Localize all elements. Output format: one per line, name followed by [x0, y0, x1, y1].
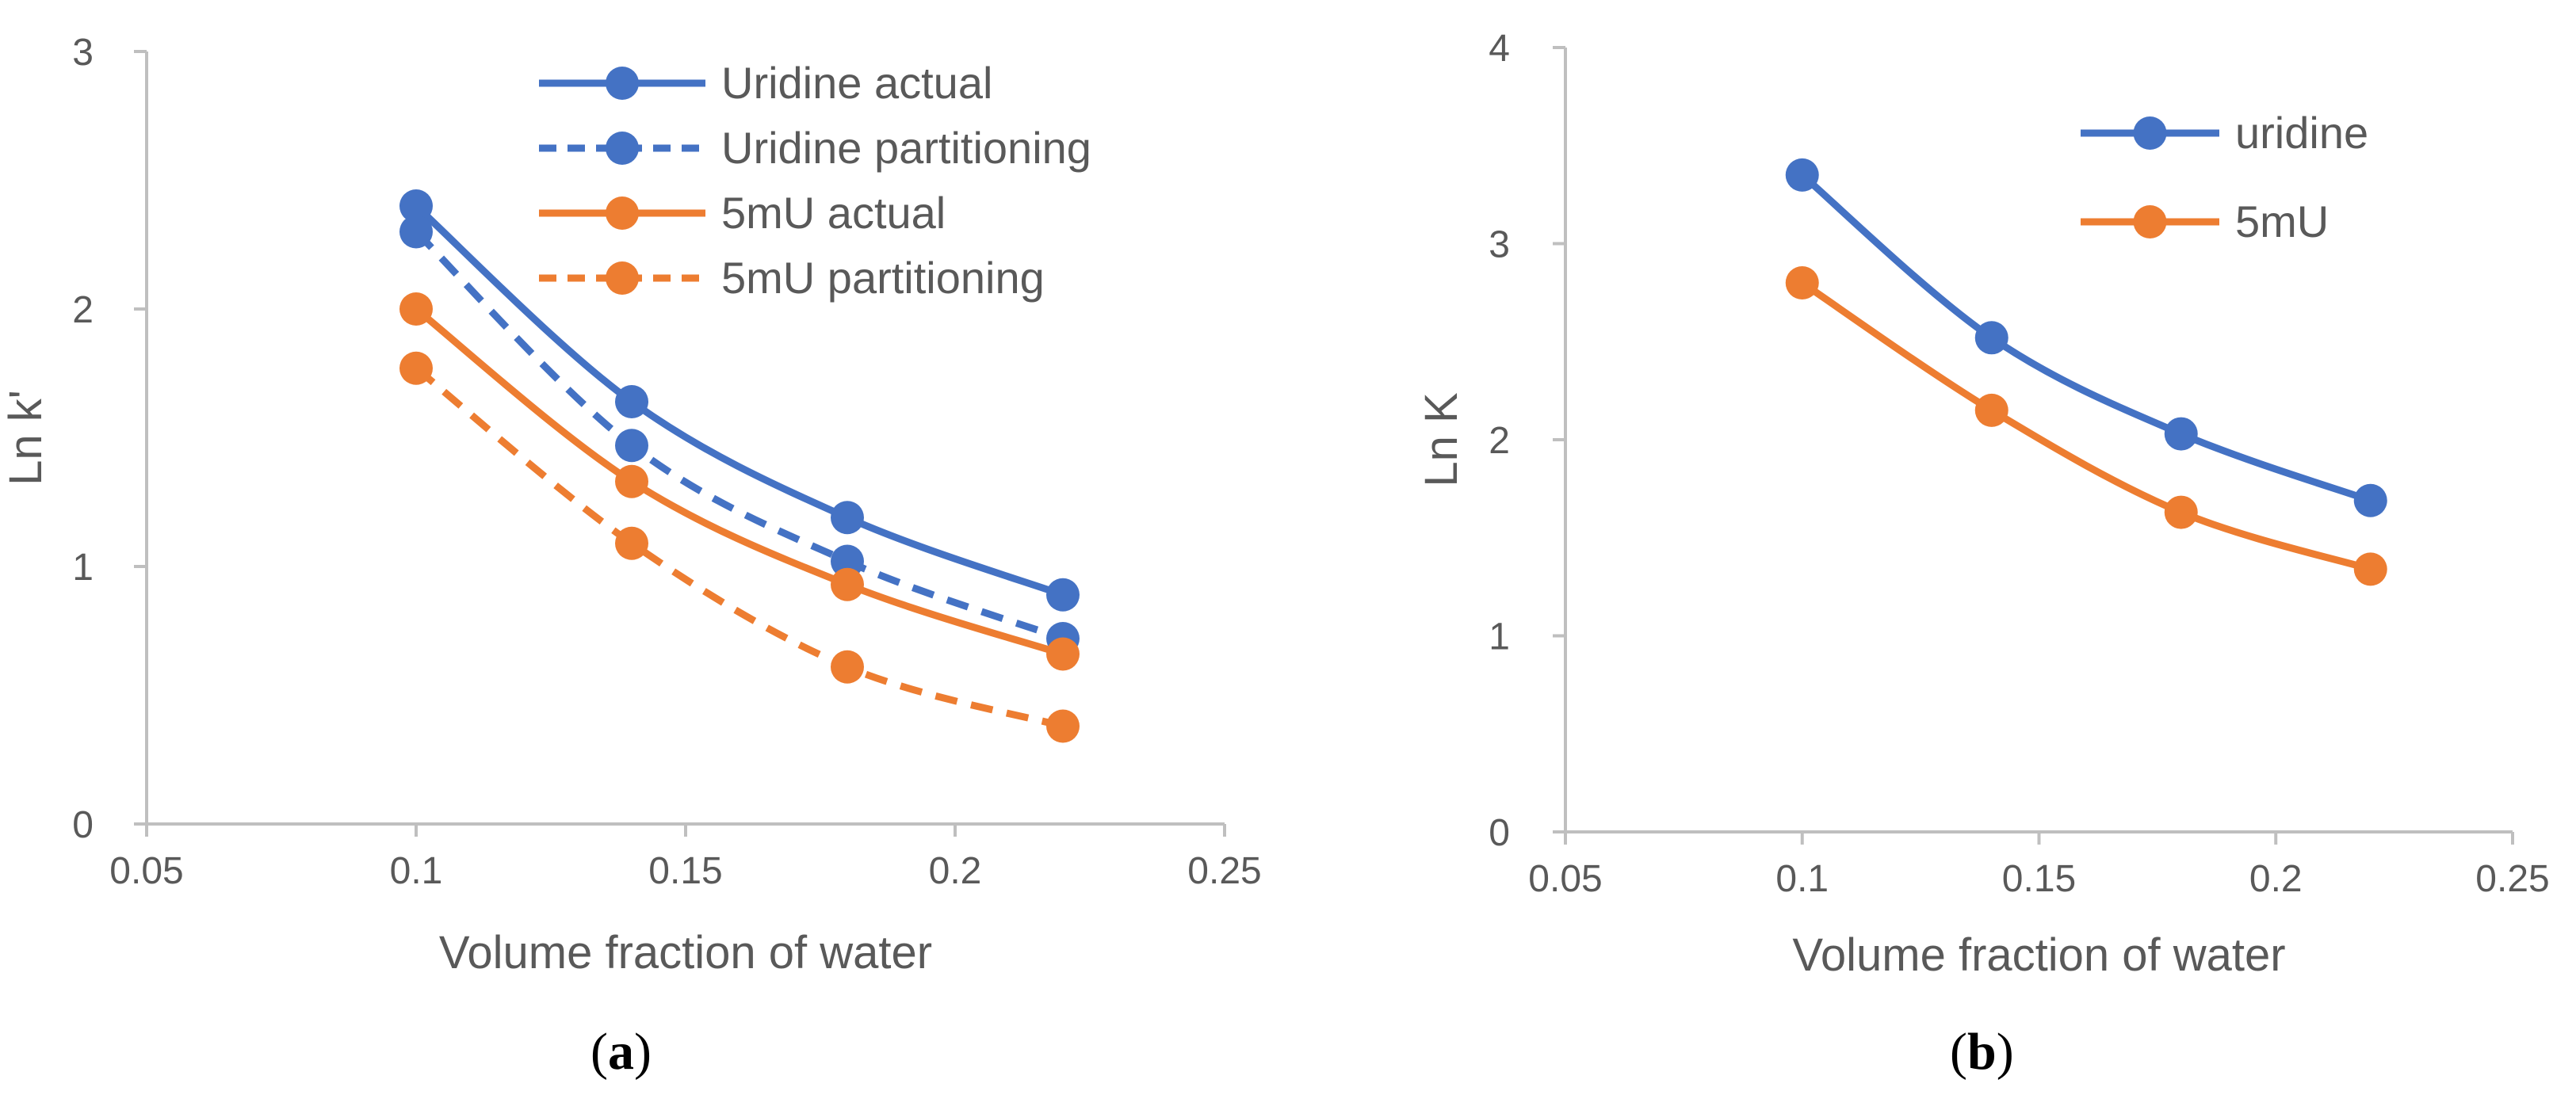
panel-label-a-open: ( [590, 1023, 608, 1081]
data-point-a-3-2 [831, 650, 864, 684]
x-tick-label-b: 0.15 [2002, 858, 2076, 900]
x-tick-label-b: 0.05 [1528, 858, 1602, 900]
y-tick-label-b: 0 [1489, 812, 1510, 854]
data-point-b-1-1 [1974, 393, 2008, 427]
data-point-a-2-0 [399, 292, 433, 326]
y-tick-label-b: 2 [1489, 420, 1510, 462]
chart-a: 0 1 2 3 0.05 0.1 0.15 0.2 0.25 Volume fraction of… [0, 32, 1262, 978]
x-tick-label-a: 0.05 [109, 850, 183, 892]
data-point-b-1-2 [2164, 495, 2198, 529]
data-point-a-0-2 [831, 501, 864, 535]
x-axis-title-b: Volume fraction of water [1792, 929, 2285, 981]
series-line-a-1 [413, 229, 1064, 643]
legend-label-b-0: uridine [2235, 108, 2368, 158]
x-axis-title-a: Volume fraction of water [439, 927, 932, 978]
y-tick-label-a: 3 [72, 32, 94, 74]
y-tick-label-b: 4 [1489, 28, 1510, 70]
panel-label-b-close: ) [1996, 1023, 2014, 1081]
x-tick-label-b: 0.25 [2475, 858, 2549, 900]
x-tick-label-b: 0.1 [1775, 858, 1829, 900]
legend-label-a-3: 5mU partitioning [721, 253, 1045, 303]
legend-marker-a-0 [606, 67, 639, 100]
data-point-b-0-3 [2353, 483, 2387, 517]
data-point-a-3-0 [399, 351, 433, 385]
legend-marker-a-1 [606, 132, 639, 165]
series-line-a-3 [414, 365, 1064, 730]
series-line-a-2 [414, 306, 1064, 658]
series-line-a-0 [413, 203, 1064, 598]
x-tick-label-a: 0.1 [390, 850, 443, 892]
data-point-a-0-0 [399, 189, 433, 223]
panel-label-a-close: ) [633, 1023, 652, 1081]
x-tick-label-a: 0.2 [929, 850, 982, 892]
x-tick-label-b: 0.2 [2249, 858, 2303, 900]
legend-label-b-1: 5mU [2235, 196, 2329, 246]
data-point-b-0-2 [2164, 417, 2198, 451]
y-tick-label-b: 3 [1489, 224, 1510, 266]
data-point-a-0-1 [615, 385, 648, 418]
chart-b: 0 1 2 3 4 0.05 0.1 0.15 0.2 0.25 Volume fraction o… [1416, 28, 2550, 981]
data-point-a-1-0 [399, 215, 433, 249]
panel-label-a-letter: a [607, 1023, 634, 1081]
y-tick-label-b: 1 [1489, 616, 1510, 658]
panel-label-b-letter: b [1966, 1023, 1997, 1081]
y-tick-label-a: 1 [72, 547, 94, 589]
panel-label-a: (a) [590, 1022, 652, 1082]
x-tick-label-a: 0.25 [1187, 850, 1261, 892]
data-point-b-0-0 [1785, 158, 1819, 192]
data-point-a-2-3 [1046, 637, 1080, 671]
y-axis-title-a: Ln k' [0, 390, 52, 486]
panel-label-b-open: ( [1950, 1023, 1967, 1081]
y-tick-label-a: 0 [72, 804, 94, 846]
data-point-b-1-0 [1785, 266, 1819, 299]
legend-marker-b-0 [2133, 116, 2167, 150]
y-axis-title-b: Ln K [1416, 392, 1467, 487]
data-point-a-2-1 [615, 464, 648, 498]
legend-label-a-1: Uridine partitioning [721, 123, 1091, 173]
data-point-a-1-1 [615, 429, 648, 463]
data-point-b-1-3 [2353, 552, 2387, 586]
series-line-b-1 [1800, 280, 2372, 573]
legend-label-a-0: Uridine actual [721, 58, 992, 108]
x-tick-label-a: 0.15 [648, 850, 722, 892]
legend-marker-b-1 [2133, 205, 2167, 238]
legend-marker-a-3 [606, 261, 639, 295]
data-point-a-3-3 [1046, 709, 1080, 743]
panel-label-b: (b) [1950, 1022, 2014, 1082]
data-point-a-2-2 [831, 567, 864, 601]
data-point-a-0-3 [1046, 578, 1080, 612]
series-line-b-0 [1799, 172, 2372, 504]
y-tick-label-a: 2 [72, 289, 94, 331]
data-point-b-0-1 [1974, 321, 2008, 355]
legend-marker-a-2 [606, 196, 639, 230]
data-point-a-1-2 [831, 544, 864, 578]
legend-label-a-2: 5mU actual [721, 188, 946, 238]
data-point-a-3-1 [615, 526, 648, 560]
